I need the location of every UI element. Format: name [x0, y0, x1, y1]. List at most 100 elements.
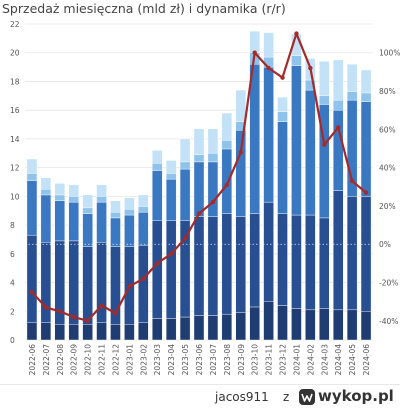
bar-segment: [193, 128, 205, 155]
bar-segment: [82, 246, 93, 325]
bar-segment: [249, 30, 260, 53]
x-tick-label: 2023-09: [237, 344, 246, 376]
y-left-tick-label: 12: [10, 164, 20, 173]
y-left-tick-label: 16: [10, 106, 20, 115]
bar-segment: [305, 214, 316, 311]
footer-username[interactable]: jacos911: [215, 390, 269, 404]
bar-segment: [319, 217, 330, 309]
bar-segment: [360, 101, 372, 197]
bar-segment: [96, 196, 107, 203]
y-right-tick-label: -20%: [379, 279, 398, 288]
x-tick-label: 2022-08: [56, 344, 65, 376]
y-right-tick-label: -40%: [379, 317, 398, 326]
x-tick-label: 2023-04: [167, 344, 176, 376]
y-right-tick-label: 100%: [379, 49, 400, 58]
x-tick-label: 2023-11: [265, 344, 274, 376]
x-tick-label: 2024-06: [362, 344, 371, 376]
x-tick-label: 2024-03: [320, 344, 329, 376]
x-tick-label: 2022-06: [28, 344, 37, 376]
bar-segment: [40, 194, 52, 243]
bar-segment: [207, 153, 219, 163]
bar-segment: [221, 213, 233, 315]
x-tick-label: 2022-09: [70, 344, 79, 376]
y-left-tick-label: 22: [10, 20, 20, 29]
yoy-point: [141, 276, 146, 281]
bar-segment: [165, 178, 177, 221]
bar-segment: [165, 173, 177, 180]
bar-segment: [193, 154, 205, 163]
bar-segment: [221, 148, 233, 214]
bar-segment: [110, 211, 121, 219]
bar-segment: [332, 309, 344, 341]
x-tick-label: 2022-11: [98, 344, 107, 376]
y-right-tick-label: 0%: [379, 240, 391, 249]
bar-segment: [152, 220, 163, 319]
x-tick-label: 2023-07: [209, 344, 218, 376]
x-tick-label: 2023-05: [181, 344, 190, 376]
yoy-point: [266, 65, 271, 71]
bar-segment: [332, 99, 344, 111]
bar-segment: [40, 242, 52, 323]
bar-segment: [165, 220, 177, 319]
yoy-point: [308, 65, 313, 71]
bar-segment: [165, 318, 177, 341]
yoy-point: [85, 318, 90, 324]
bar-segment: [82, 213, 93, 247]
bar-segment: [138, 322, 149, 341]
yoy-point: [322, 142, 327, 147]
bar-segment: [249, 306, 260, 341]
bar-segment: [124, 214, 135, 247]
yoy-point: [113, 310, 118, 316]
x-tick-label: 2022-12: [111, 344, 120, 376]
x-tick-label: 2023-03: [153, 344, 162, 376]
bar-segment: [291, 214, 302, 309]
bar-segment: [40, 188, 52, 196]
bar-segment: [346, 64, 358, 92]
bar-segment: [207, 216, 219, 316]
yoy-point: [57, 309, 62, 314]
yoy-point: [336, 125, 341, 130]
bar-segment: [179, 138, 191, 163]
x-tick-label: 2024-02: [306, 344, 315, 376]
yoy-point: [155, 261, 160, 266]
x-tick-label: 2022-07: [42, 344, 51, 376]
y-right-tick-label: 20%: [379, 202, 396, 211]
bar-segment: [193, 216, 205, 316]
y-left-tick-label: 10: [10, 192, 20, 201]
bar-segment: [68, 240, 79, 325]
bar-segment: [193, 161, 205, 217]
bar-segment: [332, 109, 344, 191]
bar-segment: [291, 55, 302, 66]
bar-segment: [110, 217, 121, 247]
y-left-tick-label: 8: [10, 221, 15, 230]
bar-segment: [26, 173, 38, 181]
footer-bar: jacos911 z wykop.pl: [0, 384, 400, 409]
yoy-point: [71, 314, 76, 320]
wykop-logo-icon: [299, 389, 315, 405]
bar-segment: [305, 89, 316, 216]
bar-segment: [179, 316, 191, 341]
bar-segment: [110, 200, 121, 213]
footer-brand[interactable]: wykop.pl: [318, 387, 394, 405]
bar-segment: [346, 91, 358, 101]
yoy-point: [224, 182, 230, 188]
yoy-point: [294, 31, 299, 36]
yoy-point: [29, 289, 35, 295]
bar-segment: [138, 194, 149, 207]
y-left-tick-label: 20: [10, 49, 20, 58]
bar-segment: [110, 324, 121, 341]
bar-segment: [263, 301, 274, 341]
bar-segment: [82, 194, 93, 209]
bar-segment: [249, 213, 260, 308]
bar-segment: [152, 163, 163, 171]
bar-segment: [40, 322, 52, 341]
bar-segment: [40, 177, 52, 190]
bar-segment: [319, 61, 330, 97]
yoy-point: [252, 50, 257, 55]
bar-segment: [221, 140, 233, 150]
yoy-point: [349, 178, 355, 184]
bar-segment: [165, 160, 177, 174]
bar-segment: [207, 128, 219, 154]
y-left-tick-label: 6: [10, 250, 15, 259]
yoy-point: [99, 303, 104, 308]
